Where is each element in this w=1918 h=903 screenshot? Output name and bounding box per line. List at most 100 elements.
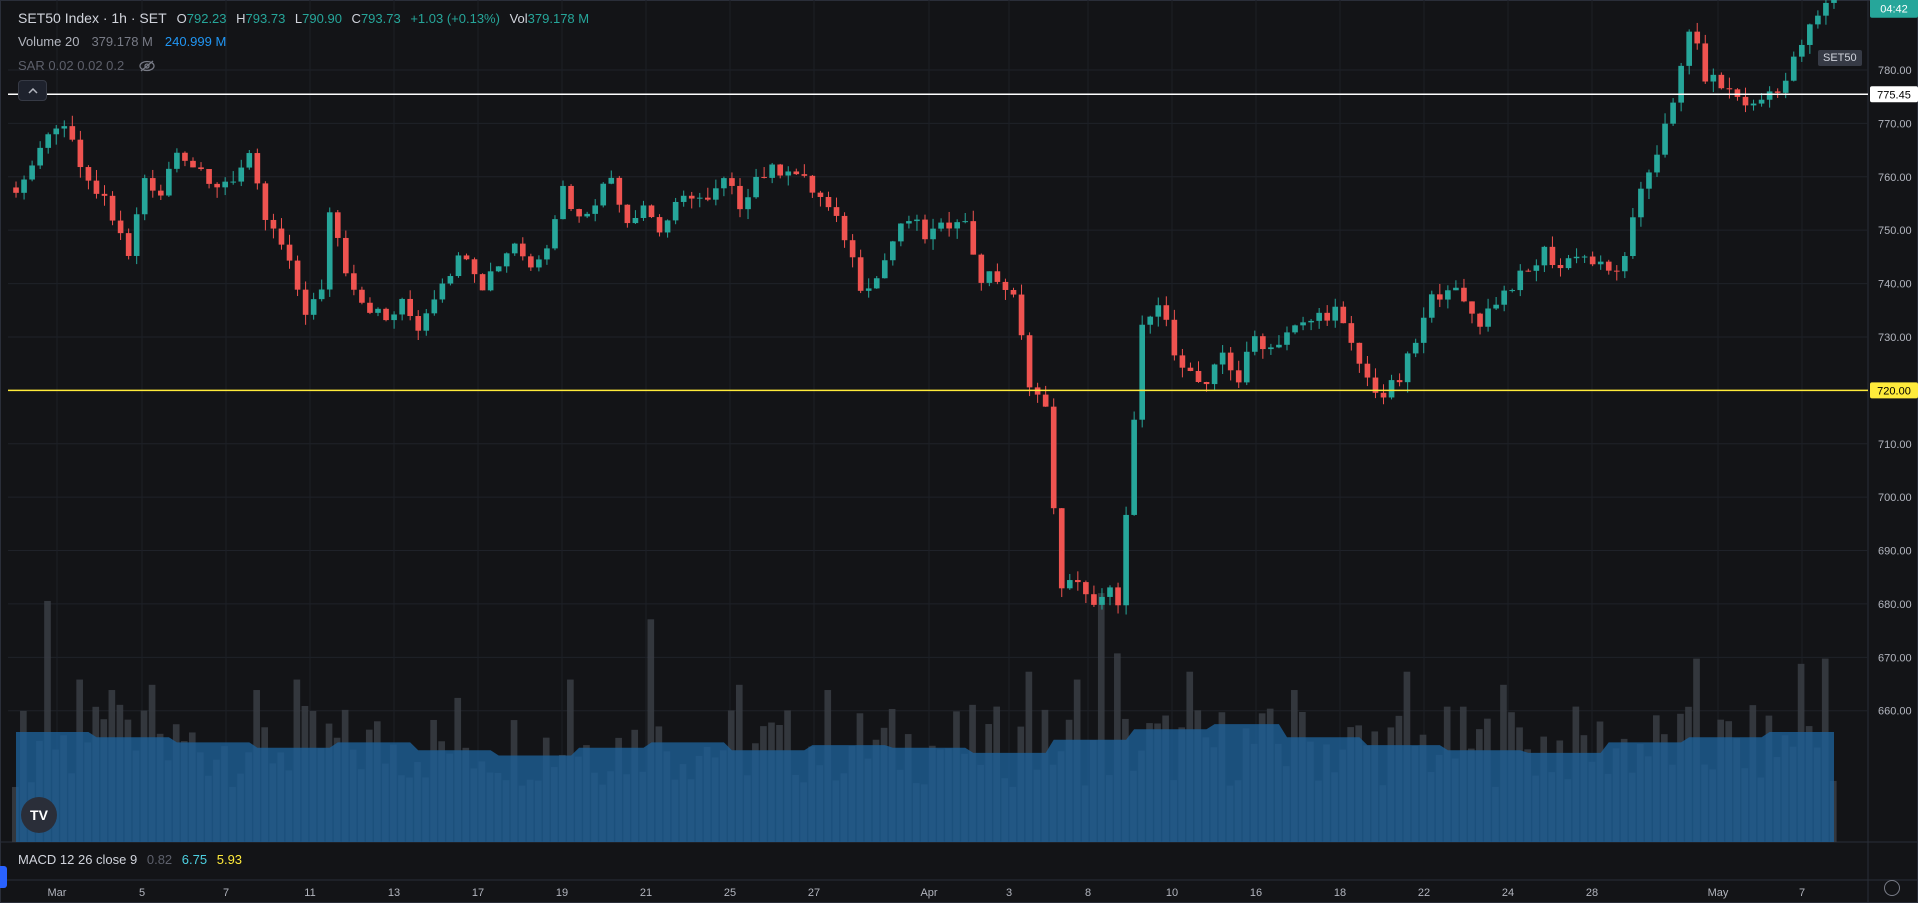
candle-body [898,223,904,242]
eye-hidden-icon[interactable] [138,60,156,72]
candle-body [1565,258,1572,269]
sar-indicator-legend[interactable]: SAR 0.02 0.02 0.2 [18,58,156,73]
candle-body [1091,594,1097,605]
candle-body [166,168,172,196]
candle-body [560,185,566,220]
candle-body [1718,74,1725,89]
candle-body [1099,596,1105,605]
low-label: L [294,10,303,26]
candle-body [881,260,888,279]
candle-body [1171,319,1178,356]
candle-body [704,197,711,200]
candle-body [1750,103,1757,106]
candle-body [1533,265,1540,271]
candle-body [721,178,727,189]
candle-body [278,228,285,245]
candle-body [198,167,204,170]
x-tick-label: 5 [139,887,145,899]
candle-body [664,220,671,233]
volume-bar [647,619,655,842]
candle-body [1284,332,1290,345]
last-price-label: 793.73 [1877,0,1911,3]
candle-body [45,134,52,148]
candle-body [970,221,977,255]
candle-body [1380,392,1387,398]
candle-body [367,302,373,313]
change-value: +1.03 (+0.13%) [410,10,500,26]
candle-body [1597,261,1604,265]
x-tick-label: 25 [724,887,736,899]
macd-value-2: 6.75 [181,852,208,867]
collapse-legend-button[interactable] [18,80,47,101]
x-tick-label: 24 [1502,887,1514,899]
candle-body [1300,322,1306,326]
candle-body [343,237,349,274]
open-value: 792.23 [186,10,227,26]
candle-body [1541,246,1548,266]
candle-body [536,259,542,268]
candle-body [906,221,912,224]
candle-body [109,195,116,221]
candle-body [793,171,800,175]
candle-body [294,260,301,290]
candle-body [1292,325,1298,333]
candle-body [1798,44,1805,57]
tradingview-logo[interactable]: TV [21,797,57,833]
pane-resize-handle[interactable] [0,866,7,888]
countdown-label: 04:42 [1880,4,1908,16]
candle-body [238,167,245,182]
candle-body [672,201,679,221]
candle-body [1195,370,1202,382]
macd-value-1: 0.82 [146,852,173,867]
candle-body [21,179,27,193]
candle-body [1260,336,1266,350]
y-tick-label: 740.00 [1878,279,1912,291]
candle-body [817,192,824,197]
candle-body [1083,582,1089,595]
candle-body [53,128,60,135]
volume-indicator-legend[interactable]: Volume 20 379.178 M 240.999 M [18,34,226,49]
candle-body [37,147,43,166]
candle-body [680,195,687,202]
candle-body [1123,514,1129,606]
candle-body [688,195,695,199]
settings-gear-icon[interactable] [1884,880,1900,896]
candle-body [1155,305,1162,317]
candle-body [552,219,558,249]
candle-body [1316,312,1322,321]
volume-indicator-name: Volume 20 [18,34,80,49]
x-tick-label: 7 [1799,887,1805,899]
candle-body [101,193,108,196]
macd-legend[interactable]: MACD 12 26 close 9 0.82 6.75 5.93 [18,852,242,867]
x-tick-label: 7 [223,887,229,899]
candle-body [761,176,767,178]
candle-body [713,188,719,200]
candle-body [318,289,325,300]
candle-body [1613,270,1620,272]
symbol-tag: SET50 [1818,50,1862,66]
candle-body [431,299,438,314]
candle-body [600,183,607,206]
candle-body [1058,508,1065,589]
candle-body [206,169,212,184]
y-tick-label: 670.00 [1878,652,1912,664]
candle-body [423,313,430,331]
x-tick-label: May [1708,887,1729,899]
candle-body [326,212,333,290]
price-line-tag [1870,86,1918,103]
symbol-title[interactable]: SET50 Index · 1h · SET [18,10,167,26]
candle-body [117,220,124,234]
candle-body [544,248,550,260]
candle-body [29,165,35,180]
candle-body [1807,24,1813,45]
candle-body [1461,287,1467,302]
candle-body [1420,317,1427,343]
candle-body [1002,281,1009,290]
candle-body [1276,344,1282,348]
candle-body [1437,294,1443,300]
y-tick-label: 710.00 [1878,439,1912,451]
candle-body [447,276,454,284]
candle-body [214,183,220,188]
y-tick-label: 660.00 [1878,706,1912,718]
